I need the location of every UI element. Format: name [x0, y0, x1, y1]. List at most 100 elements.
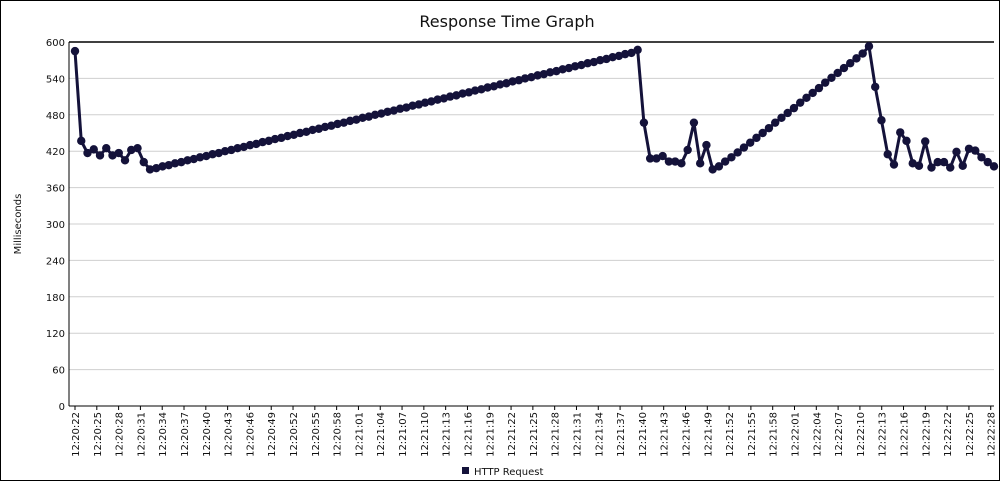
- x-tick-label: 12:21:28: [551, 412, 562, 457]
- data-point: [814, 83, 824, 93]
- data-point: [789, 103, 799, 113]
- y-tick-label: 300: [46, 220, 65, 231]
- data-point: [902, 136, 911, 146]
- y-tick-label: 240: [46, 256, 65, 267]
- chart-title: Response Time Graph: [419, 12, 594, 31]
- data-point: [933, 157, 942, 167]
- data-point: [846, 59, 855, 68]
- data-point: [927, 163, 936, 172]
- data-point: [695, 159, 705, 168]
- data-point: [320, 122, 330, 132]
- data-point: [745, 138, 755, 147]
- data-point: [508, 77, 517, 86]
- x-tick-label: 12:21:37: [616, 412, 627, 457]
- x-tick-label: 12:21:46: [681, 412, 692, 457]
- data-point: [939, 157, 949, 167]
- x-tick-label: 12:22:13: [878, 412, 889, 457]
- x-tick-label: 12:20:52: [289, 412, 300, 457]
- data-point: [133, 143, 142, 153]
- data-point: [370, 110, 380, 120]
- data-point: [777, 113, 786, 123]
- data-point: [839, 63, 849, 73]
- x-tick-label: 12:21:04: [376, 412, 387, 457]
- x-tick-label: 12:21:19: [485, 412, 496, 457]
- data-point: [877, 116, 886, 125]
- x-tick-label: 12:20:58: [333, 412, 344, 457]
- data-point: [139, 157, 148, 167]
- y-tick-label: 60: [52, 366, 65, 377]
- data-point: [952, 147, 961, 157]
- data-point: [921, 137, 930, 146]
- y-tick-label: 360: [46, 184, 65, 195]
- data-point: [720, 157, 730, 166]
- data-point: [383, 107, 392, 116]
- data-point: [120, 156, 130, 165]
- data-point: [977, 153, 986, 162]
- x-tick-label: 12:21:49: [703, 412, 714, 457]
- x-tick-label: 12:21:16: [463, 412, 474, 457]
- data-point: [595, 56, 605, 65]
- data-point: [627, 48, 636, 58]
- data-point: [558, 65, 567, 74]
- data-point: [971, 146, 980, 155]
- data-point: [620, 49, 630, 59]
- x-tick-label: 12:21:43: [660, 412, 671, 457]
- x-tick-label: 12:21:40: [638, 412, 649, 457]
- data-point: [420, 98, 430, 107]
- data-point: [989, 162, 999, 171]
- data-point: [958, 161, 967, 170]
- data-point: [677, 159, 686, 168]
- data-point: [470, 86, 480, 95]
- data-point: [83, 148, 92, 158]
- legend-marker: [462, 467, 469, 474]
- y-tick-label: 0: [59, 402, 65, 413]
- data-point: [645, 154, 655, 163]
- data-point: [852, 54, 861, 63]
- x-tick-label: 12:20:55: [311, 412, 322, 457]
- x-tick-label: 12:21:22: [507, 412, 518, 457]
- x-tick-label: 12:22:22: [943, 412, 954, 457]
- x-tick-label: 12:20:25: [93, 412, 104, 457]
- data-point: [633, 45, 642, 55]
- data-point: [983, 157, 992, 167]
- x-tick-label: 12:22:07: [834, 412, 845, 457]
- data-point: [833, 68, 842, 78]
- data-point: [114, 148, 123, 158]
- data-point: [858, 49, 867, 58]
- y-tick-label: 600: [46, 38, 65, 49]
- x-tick-label: 12:21:58: [769, 412, 780, 457]
- x-tick-label: 12:22:10: [856, 412, 867, 457]
- x-tick-label: 12:22:16: [900, 412, 911, 457]
- data-point: [914, 161, 924, 170]
- data-point: [533, 71, 542, 80]
- x-tick-label: 12:20:46: [245, 412, 256, 457]
- x-tick-label: 12:20:28: [115, 412, 126, 457]
- x-tick-label: 12:20:49: [267, 412, 278, 457]
- data-point: [808, 88, 817, 98]
- data-point: [739, 143, 749, 152]
- data-point: [308, 125, 317, 135]
- x-tick-label: 12:22:19: [921, 412, 932, 457]
- data-point: [683, 145, 692, 155]
- data-point: [70, 46, 80, 56]
- x-tick-label: 12:22:04: [812, 412, 823, 457]
- data-point: [770, 118, 780, 127]
- y-tick-labels: 0 60 120 180 240 300 360 420 480 540 600: [46, 38, 65, 413]
- data-point: [889, 160, 899, 169]
- data-point: [195, 153, 205, 162]
- data-point: [295, 128, 305, 138]
- data-point: [395, 104, 405, 113]
- data-point: [821, 78, 830, 87]
- data-point: [283, 131, 292, 141]
- x-tick-label: 12:21:07: [398, 412, 409, 457]
- x-tick-label: 12:20:37: [180, 412, 191, 457]
- data-point: [170, 159, 180, 168]
- gridlines: [69, 41, 994, 407]
- data-point: [270, 134, 280, 144]
- axes: [68, 42, 994, 410]
- x-tick-label: 12:22:28: [987, 412, 998, 457]
- data-point: [708, 165, 717, 174]
- x-tick-label: 12:21:52: [725, 412, 736, 457]
- data-point: [520, 74, 530, 83]
